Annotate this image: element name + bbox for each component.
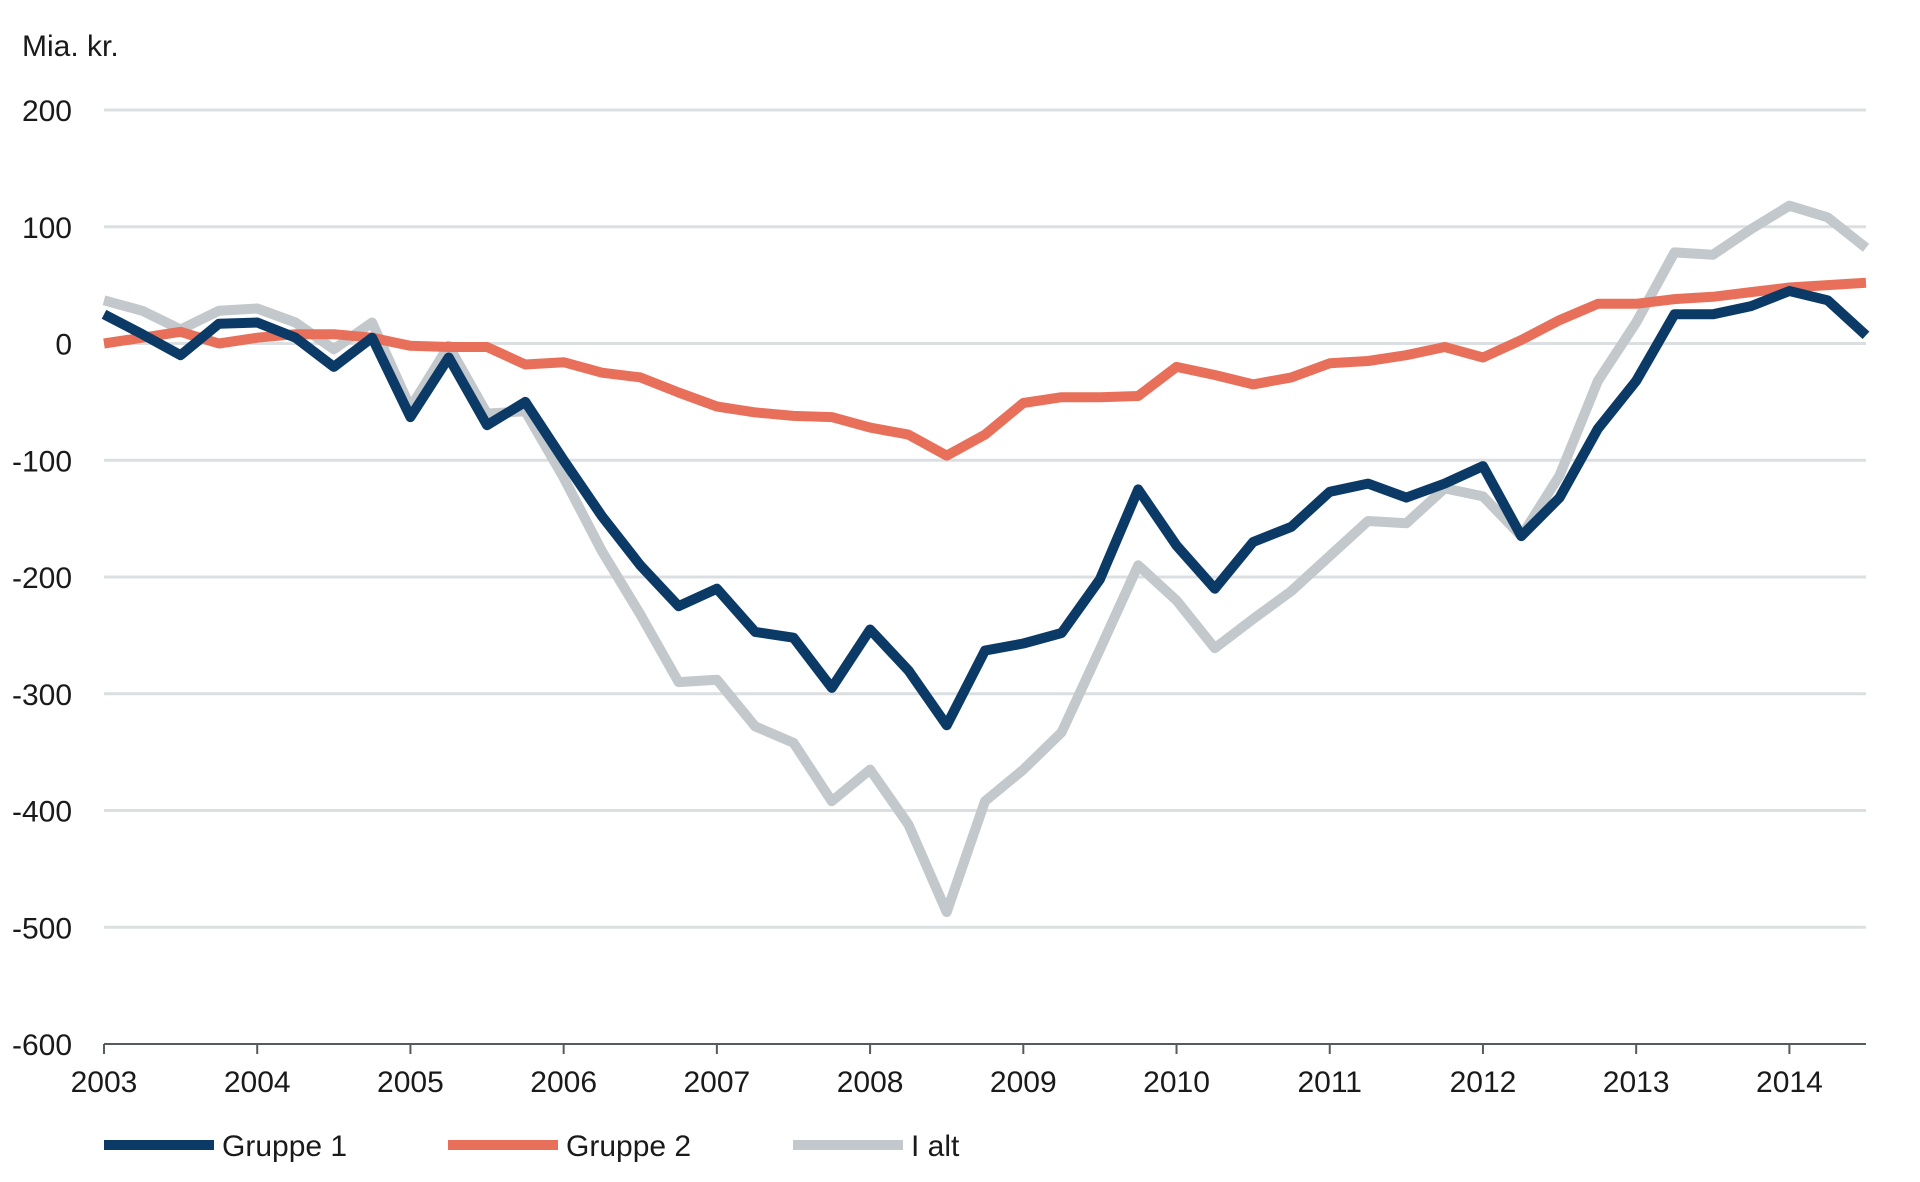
y-axis-ticks: 200 100 0 -100 -200 -300 -400 -500 -600 (12, 95, 72, 1062)
x-tick-label: 2014 (1756, 1066, 1823, 1099)
y-tick-label: -200 (12, 562, 72, 595)
x-tick-label: 2008 (837, 1066, 904, 1099)
x-tick-label: 2007 (683, 1066, 750, 1099)
x-axis: 2003 2004 2005 2006 2007 2008 2009 2010 2011 2012… (71, 1043, 1866, 1099)
series-line-gruppe-1 (101, 286, 1870, 731)
series-line-i-alt (102, 200, 1870, 918)
y-tick-label: 100 (22, 212, 72, 245)
x-tick-label: 2003 (71, 1066, 138, 1099)
series-lines (101, 200, 1870, 918)
y-axis-unit-label: Mia. kr. (22, 30, 119, 63)
x-tick-label: 2009 (990, 1066, 1057, 1099)
y-tick-label: 0 (55, 329, 72, 362)
x-tick-label: 2004 (224, 1066, 291, 1099)
x-tick-label: 2005 (377, 1066, 444, 1099)
y-tick-label: -300 (12, 679, 72, 712)
y-tick-label: 200 (22, 95, 72, 128)
y-tick-label: -500 (12, 912, 72, 945)
legend-label: Gruppe 1 (222, 1130, 347, 1163)
y-tick-label: -600 (12, 1029, 72, 1062)
x-tick-label: 2012 (1450, 1066, 1517, 1099)
legend-label: Gruppe 2 (566, 1130, 691, 1163)
x-tick-label: 2013 (1603, 1066, 1670, 1099)
y-tick-label: -100 (12, 445, 72, 478)
x-tick-label: 2010 (1143, 1066, 1210, 1099)
x-tick-label: 2006 (530, 1066, 597, 1099)
legend-label: I alt (911, 1130, 960, 1163)
y-tick-label: -400 (12, 796, 72, 829)
legend: Gruppe 1 Gruppe 2 I alt (104, 1130, 960, 1163)
x-tick-label: 2011 (1297, 1066, 1362, 1099)
series-line-gruppe-2 (103, 277, 1867, 461)
